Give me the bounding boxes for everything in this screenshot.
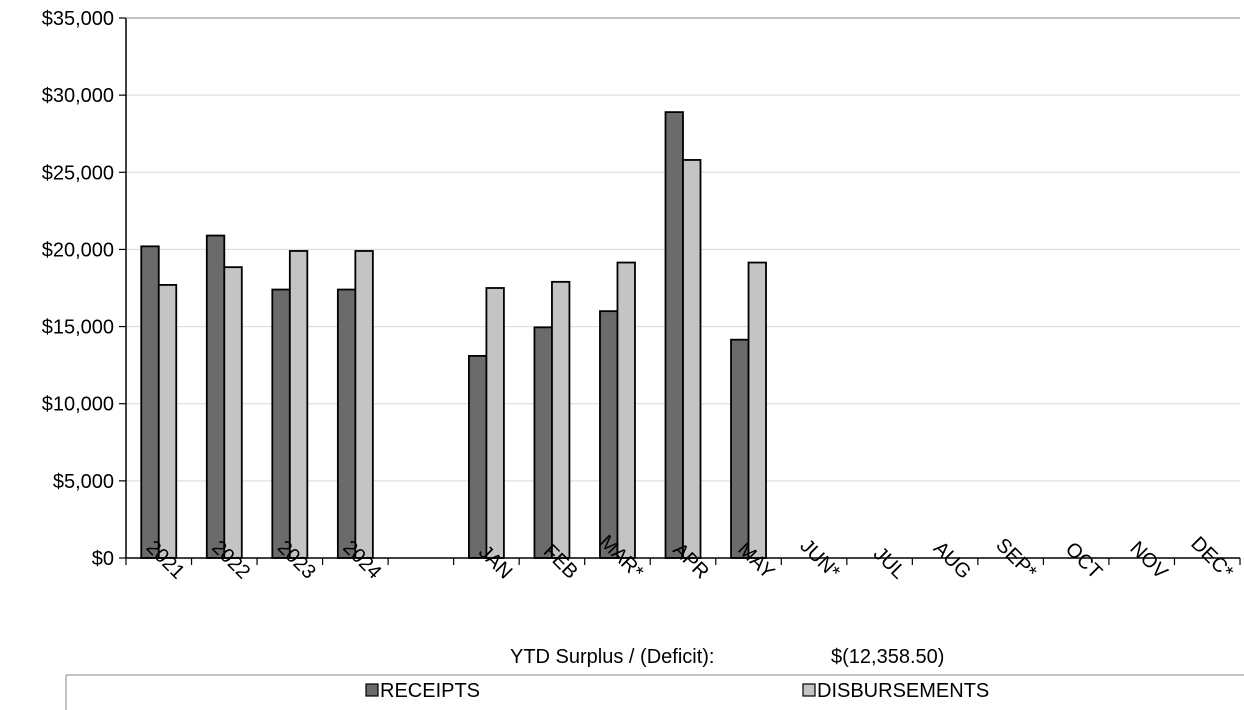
x-tick-label: OCT xyxy=(1061,538,1106,583)
bar-receipts-feb xyxy=(533,326,553,559)
bar-receipts-apr xyxy=(664,111,684,559)
ytd-value: $(12,358.50) xyxy=(831,646,944,668)
bars xyxy=(140,111,767,559)
bar-receipts-jan xyxy=(468,354,488,559)
y-axis-tick-labels: $0 $5,000 $10,000 $15,000 $20,000 $25,000 $30,… xyxy=(42,8,126,570)
bar-receipts-2022 xyxy=(205,234,226,559)
y-tick-label: $25,000 xyxy=(42,162,114,184)
y-tick-label: $0 xyxy=(92,548,114,570)
bar-receipts-2023 xyxy=(271,288,291,559)
legend-swatch-receipts xyxy=(365,683,379,697)
ytd-label: YTD Surplus / (Deficit): xyxy=(510,646,714,668)
y-tick-label: $20,000 xyxy=(42,239,114,261)
bar-disbursements-2021 xyxy=(157,284,178,559)
bar-receipts-2024 xyxy=(336,288,357,559)
x-tick-label: AUG xyxy=(929,537,975,583)
legend-label-receipts: RECEIPTS xyxy=(380,680,480,702)
bar-disbursements-2022 xyxy=(223,266,243,559)
x-tick-label: JUL xyxy=(869,543,910,584)
bar-disbursements-mar xyxy=(616,261,636,559)
bar-disbursements-feb xyxy=(551,280,571,559)
bar-disbursements-jan xyxy=(485,287,505,559)
bar-receipts-may xyxy=(730,338,750,559)
y-tick-label: $15,000 xyxy=(42,317,114,339)
legend-label-disbursements: DISBURSEMENTS xyxy=(817,680,989,702)
bar-disbursements-may xyxy=(747,261,767,559)
legend-swatch-disbursements xyxy=(802,683,816,697)
bar-receipts-2021 xyxy=(140,245,160,559)
y-tick-label: $10,000 xyxy=(42,394,114,416)
y-tick-label: $30,000 xyxy=(42,85,114,107)
legend: RECEIPTS DISBURSEMENTS xyxy=(65,674,1244,710)
bar-disbursements-2023 xyxy=(288,250,309,559)
bar-receipts-mar xyxy=(599,310,619,559)
y-tick-label: $5,000 xyxy=(53,471,114,493)
bar-disbursements-2024 xyxy=(354,250,374,559)
y-tick-label: $35,000 xyxy=(42,8,114,30)
x-tick-label: SEP* xyxy=(991,534,1041,584)
x-tick-label: NOV xyxy=(1126,537,1173,584)
x-tick-label: JUN* xyxy=(796,535,845,584)
x-axis-tick-marks xyxy=(125,558,1241,565)
bar-disbursements-apr xyxy=(682,159,702,559)
